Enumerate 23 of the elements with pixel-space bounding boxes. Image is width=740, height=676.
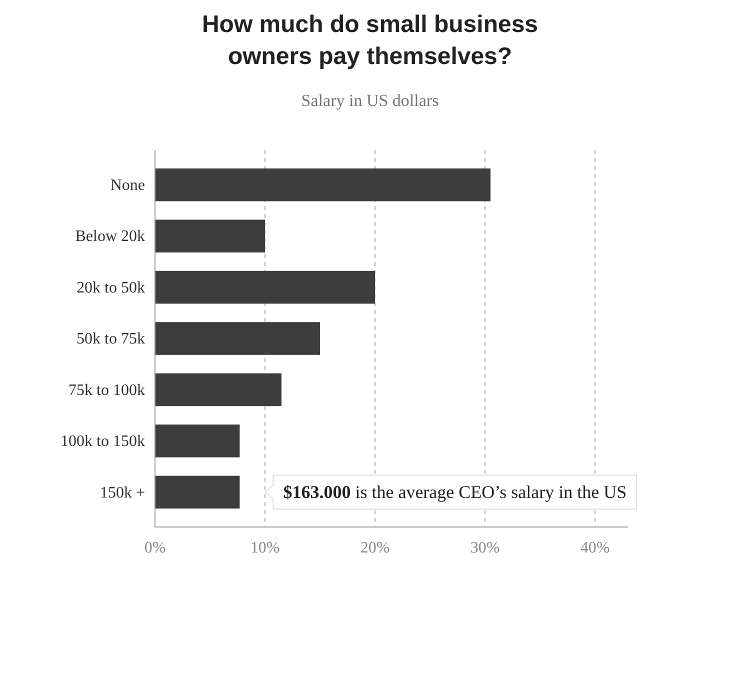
y-tick-label: None — [110, 176, 145, 194]
bar — [155, 322, 320, 355]
y-tick-label: 50k to 75k — [76, 330, 145, 348]
bar — [155, 476, 240, 509]
bar — [155, 270, 375, 304]
y-tick-label: Below 20k — [75, 228, 145, 246]
annotation: $163.000 is the average CEO’s salary in the US — [283, 482, 627, 502]
bar — [155, 168, 490, 202]
x-tick-label: 0% — [144, 539, 166, 556]
callout: $163.000 is the average CEO’s salary in the US — [264, 474, 638, 510]
bar — [155, 424, 240, 458]
y-tick-label: 75k to 100k — [68, 382, 145, 399]
bar — [155, 373, 282, 406]
x-tick-label: 20% — [360, 539, 390, 556]
x-tick-label: 30% — [470, 539, 500, 556]
y-tick-label: 20k to 50k — [76, 279, 145, 296]
chart-title: How much do small business owners pay themselves? — [202, 11, 538, 70]
y-tick-label: 150k + — [100, 484, 145, 502]
chart-subtitle: Salary in US dollars — [301, 91, 439, 110]
y-tick-label: 100k to 150k — [60, 433, 145, 450]
bar — [155, 220, 265, 252]
x-tick-label: 40% — [580, 539, 610, 556]
x-tick-label: 10% — [250, 539, 280, 556]
